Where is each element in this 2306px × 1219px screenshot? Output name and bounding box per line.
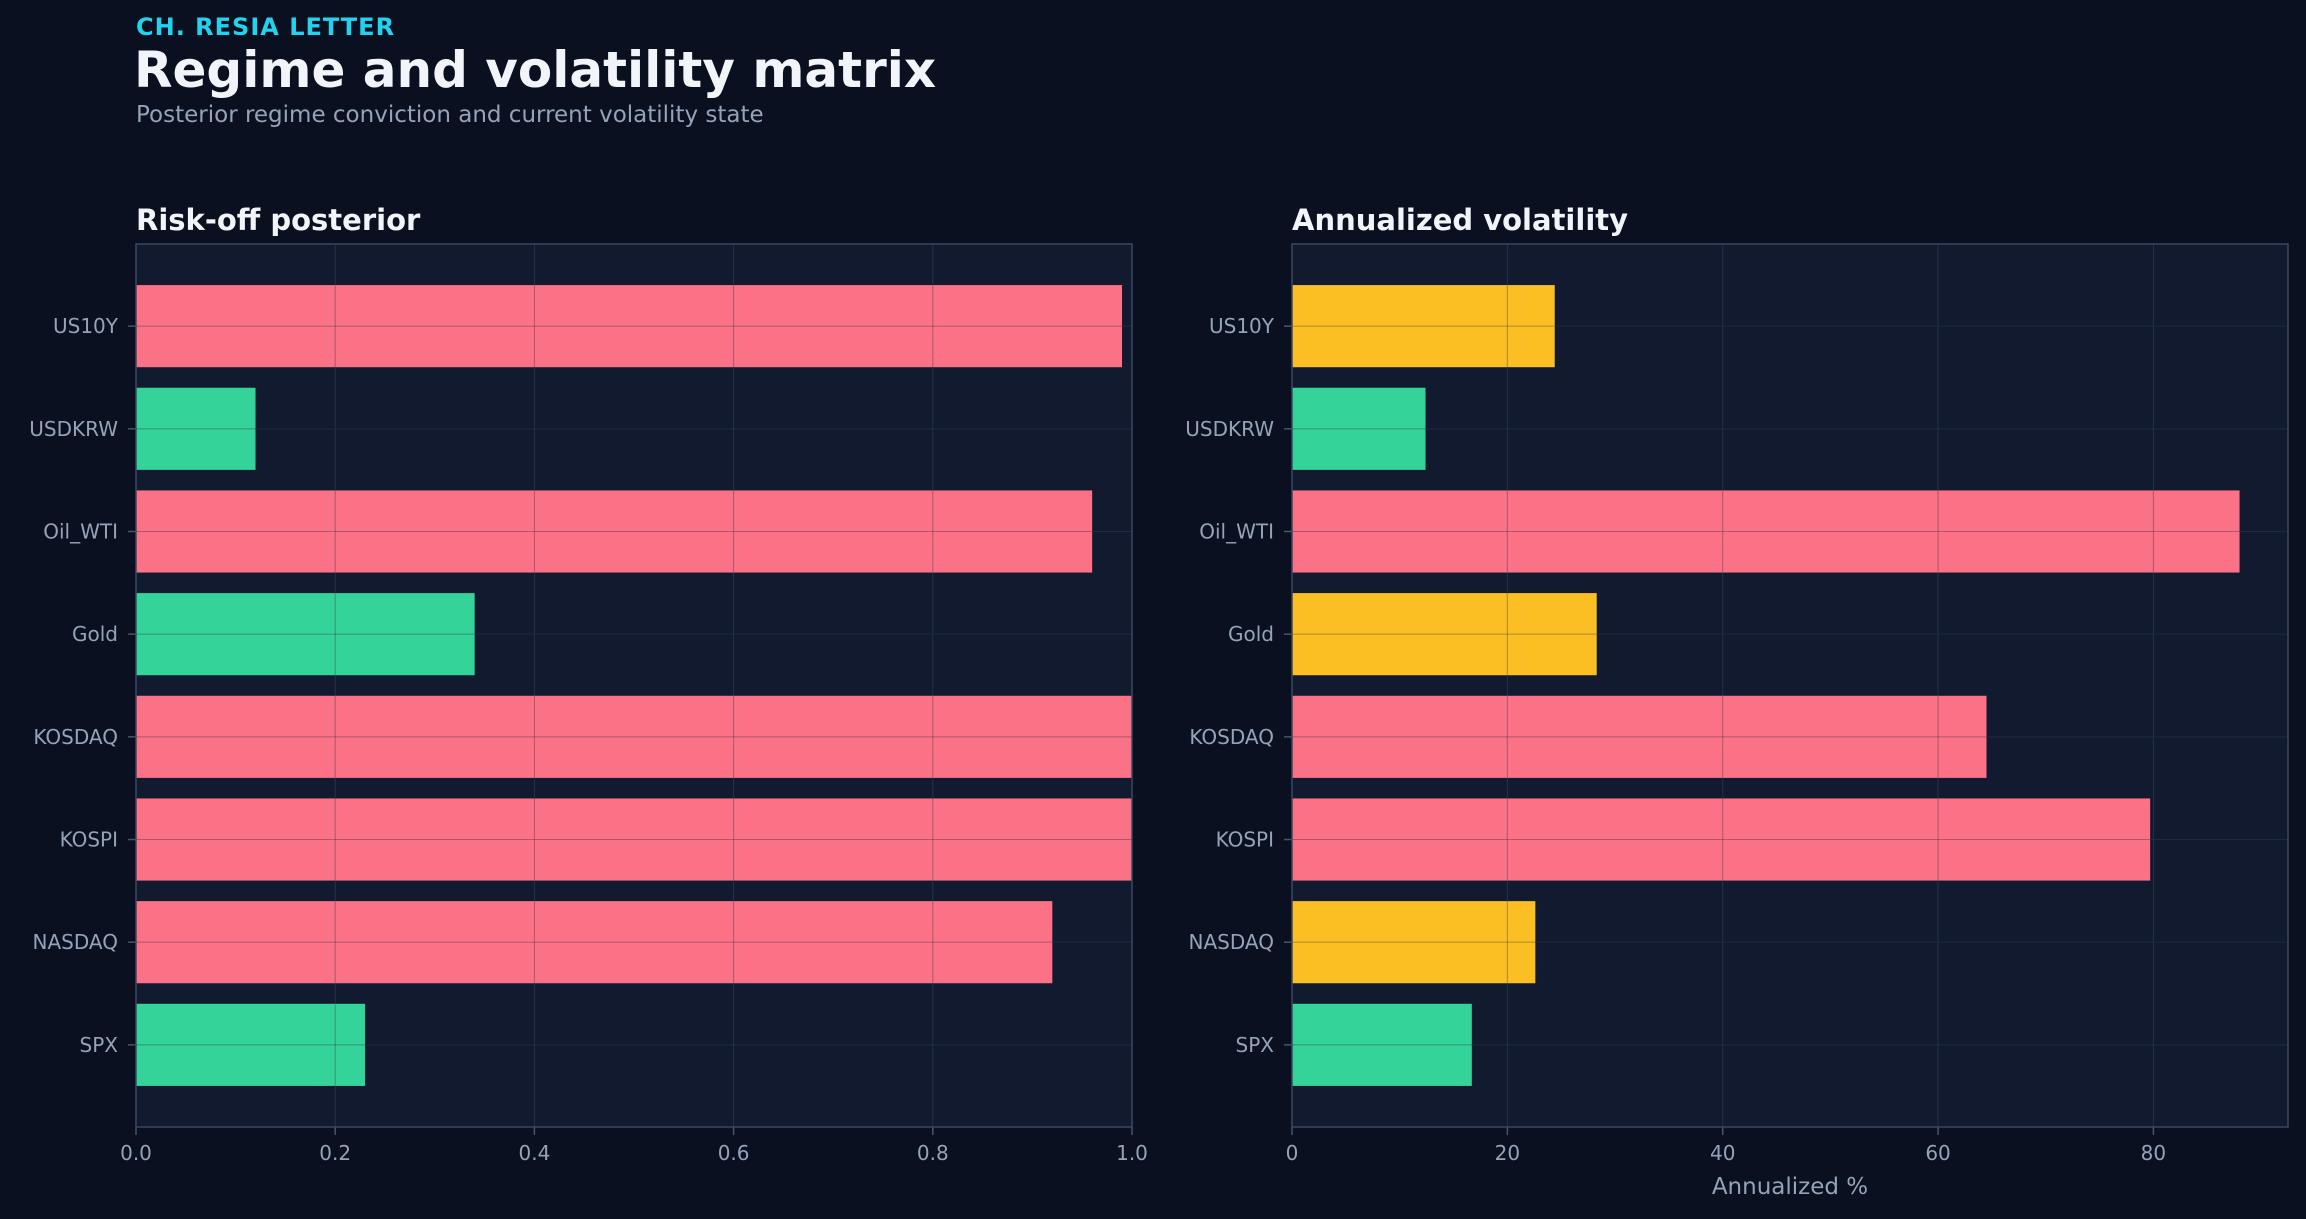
x-tick-label: 60 <box>1925 1141 1950 1165</box>
y-tick-label: Oil_WTI <box>43 519 118 543</box>
y-tick-label: US10Y <box>53 314 119 338</box>
plot-frame <box>135 243 1133 1128</box>
x-tick-label: 0.2 <box>319 1141 351 1165</box>
bar-gold <box>1292 593 1597 676</box>
y-tick-label: KOSDAQ <box>1189 725 1274 749</box>
page-title: Regime and volatility matrix <box>134 41 937 99</box>
bar-kosdaq <box>1292 695 1987 778</box>
y-tick-label: Oil_WTI <box>1199 519 1274 543</box>
y-tick-label: NASDAQ <box>1189 930 1274 954</box>
chart-panel-1: 0.0 0.2 0.4 0.6 0.8 1.0 US10Y USDKRW Oil_WTI Gold… <box>29 203 1148 1165</box>
bar-gold <box>136 593 475 676</box>
x-tick-label: 40 <box>1710 1141 1735 1165</box>
chart-title: Annualized volatility <box>1292 203 1628 237</box>
bar-usdkrw <box>136 387 256 470</box>
bar-us10y <box>136 285 1123 368</box>
plot-area <box>1292 244 2288 1127</box>
x-tick-label: 1.0 <box>1116 1141 1148 1165</box>
bar-spx <box>136 1003 366 1086</box>
y-tick-label: Gold <box>1228 622 1274 646</box>
y-tick-label: USDKRW <box>1185 417 1274 441</box>
y-tick-label: SPX <box>1236 1033 1275 1057</box>
x-tick-label: 0.0 <box>120 1141 152 1165</box>
eyebrow-label: CH. RESIA LETTER <box>136 13 396 41</box>
bar-nasdaq <box>1292 901 1536 984</box>
y-tick-label: US10Y <box>1209 314 1275 338</box>
x-tick-label: 80 <box>2141 1141 2166 1165</box>
bar-us10y <box>1292 285 1555 368</box>
plot-area <box>136 244 1132 1127</box>
y-tick-label: USDKRW <box>29 417 118 441</box>
x-tick-label: 20 <box>1495 1141 1520 1165</box>
bar-kospi <box>136 798 1132 881</box>
bar-kospi <box>1292 798 2151 881</box>
page-subtitle: Posterior regime conviction and current … <box>136 102 764 128</box>
bar-spx <box>1292 1003 1472 1086</box>
x-tick-label: 0.8 <box>917 1141 949 1165</box>
x-tick-label: 0.4 <box>518 1141 550 1165</box>
y-tick-label: NASDAQ <box>33 930 118 954</box>
x-axis-label: Annualized % <box>1712 1174 1868 1200</box>
bar-usdkrw <box>1292 387 1426 470</box>
bar-oil_wti <box>1292 490 2240 573</box>
chart-title: Risk-off posterior <box>136 203 421 237</box>
plot-frame <box>1291 243 2289 1128</box>
y-tick-label: KOSDAQ <box>33 725 118 749</box>
x-tick-label: 0.6 <box>718 1141 750 1165</box>
bar-kosdaq <box>136 695 1132 778</box>
bar-oil_wti <box>136 490 1093 573</box>
y-tick-label: SPX <box>80 1033 119 1057</box>
chart-panel-2: 0 20 40 60 80 US10Y USDKRW Oil_WTI Gold KOSDAQ KOS… <box>1185 203 2289 1200</box>
y-tick-label: KOSPI <box>60 828 118 852</box>
bar-nasdaq <box>136 901 1053 984</box>
x-tick-label: 0 <box>1286 1141 1299 1165</box>
y-tick-label: Gold <box>72 622 118 646</box>
y-tick-label: KOSPI <box>1216 828 1274 852</box>
